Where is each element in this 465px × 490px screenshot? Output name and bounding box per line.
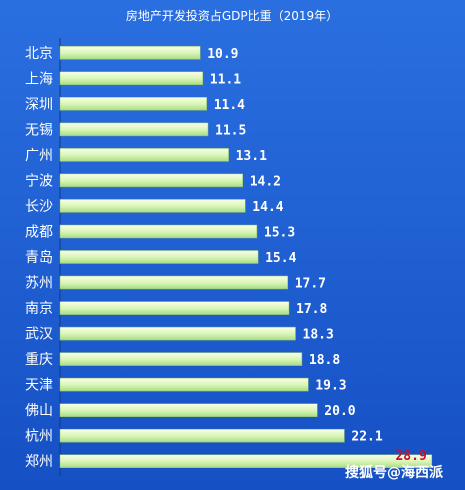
value-label: 20.0: [324, 404, 355, 419]
value-label: 14.4: [252, 200, 283, 215]
bar: [59, 275, 288, 290]
category-label: 武汉: [25, 327, 53, 343]
category-label: 宁波: [25, 172, 53, 189]
value-label: 13.1: [236, 149, 267, 164]
value-label: 17.8: [296, 302, 327, 317]
category-label: 深圳: [25, 97, 53, 113]
bar: [59, 71, 204, 86]
category-label: 青岛: [25, 250, 53, 266]
category-label: 无锡: [25, 122, 53, 138]
category-label: 长沙: [25, 199, 53, 215]
value-label: 28.9: [395, 449, 426, 464]
bar: [59, 377, 309, 392]
bar: [59, 428, 345, 443]
category-label: 南京: [25, 301, 53, 317]
watermark: 搜狐号@海西派: [345, 464, 444, 481]
bar: [59, 224, 258, 239]
bar: [59, 352, 303, 366]
category-label: 佛山: [25, 403, 53, 419]
category-label: 杭州: [25, 429, 53, 445]
value-label: 11.5: [215, 123, 246, 138]
value-label: 19.3: [315, 379, 346, 394]
bar: [59, 122, 209, 137]
category-label: 北京: [25, 46, 53, 62]
category-label: 天津: [25, 378, 53, 394]
bar: [59, 403, 318, 417]
chart-title: 房地产开发投资占GDP比重（2019年）: [126, 8, 338, 23]
bar: [59, 250, 259, 264]
value-label: 22.1: [351, 430, 382, 445]
bar: [59, 199, 246, 213]
value-label: 11.4: [214, 98, 245, 113]
bar: [59, 97, 207, 111]
bar: [59, 326, 296, 341]
value-label: 18.3: [303, 328, 334, 343]
bar: [59, 454, 433, 468]
category-label: 重庆: [25, 352, 53, 368]
value-label: 15.3: [264, 226, 295, 241]
category-label: 郑州: [25, 454, 53, 470]
category-label: 成都: [25, 225, 53, 241]
bar: [59, 173, 243, 188]
bar: [59, 46, 201, 60]
category-label: 上海: [25, 71, 53, 87]
bars-group: 北京 10.9 上海 11.1 深圳 11.4 无锡 11.5 广州 13.1 宁波 14.2 长沙 14…: [25, 46, 433, 470]
value-label: 18.8: [309, 353, 340, 368]
category-label: 广州: [25, 148, 53, 164]
value-label: 15.4: [265, 251, 296, 266]
value-label: 17.7: [295, 277, 326, 292]
value-label: 10.9: [207, 47, 238, 62]
value-label: 11.1: [210, 72, 241, 87]
bar: [59, 301, 290, 315]
bar: [59, 148, 229, 162]
category-label: 苏州: [25, 276, 53, 292]
value-label: 14.2: [250, 174, 281, 189]
